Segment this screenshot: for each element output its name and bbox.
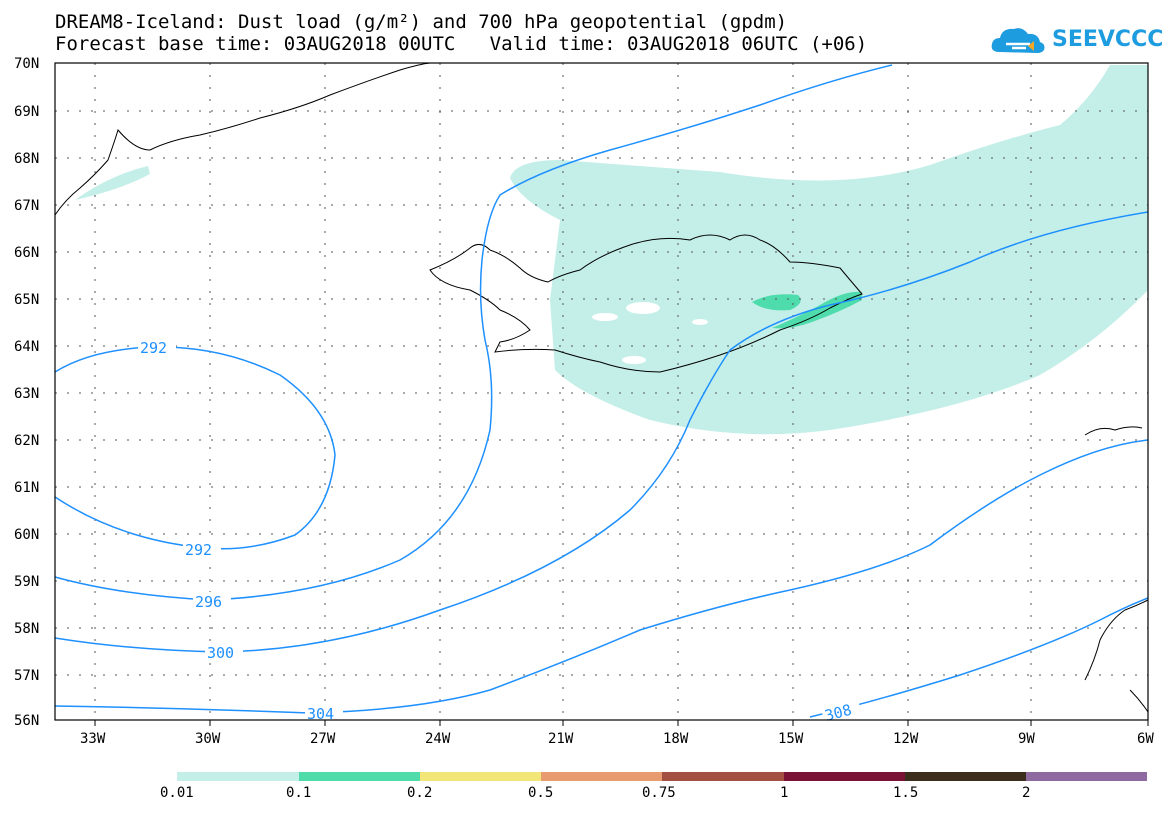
lon-label: 21W bbox=[548, 731, 574, 747]
lon-label: 24W bbox=[425, 731, 451, 747]
lat-label: 66N bbox=[14, 245, 39, 261]
faroe-coast bbox=[1084, 426, 1143, 436]
contour-label: 308 bbox=[823, 701, 854, 725]
lat-label: 61N bbox=[14, 480, 39, 496]
lon-label: 30W bbox=[195, 731, 221, 747]
lat-label: 60N bbox=[14, 527, 39, 543]
colorbar-segment bbox=[177, 772, 299, 781]
latitude-labels: 70N 69N 68N 67N 66N 65N 64N 63N 62N 61N … bbox=[14, 56, 39, 729]
contour-300 bbox=[54, 211, 1149, 653]
coastlines bbox=[54, 62, 1149, 713]
contour-label: 292 bbox=[185, 541, 212, 559]
greenland-coast bbox=[54, 62, 431, 216]
lat-label: 58N bbox=[14, 621, 39, 637]
colorbar-label: 0.5 bbox=[528, 785, 554, 801]
iceland-coast bbox=[429, 234, 863, 373]
colorbar-segment bbox=[299, 772, 420, 781]
lat-label: 70N bbox=[14, 56, 39, 72]
lat-label: 57N bbox=[14, 668, 39, 684]
lon-label: 18W bbox=[663, 731, 689, 747]
logo-text: SEEVCCC bbox=[1052, 27, 1164, 52]
lon-label: 9W bbox=[1018, 731, 1035, 747]
lat-label: 65N bbox=[14, 292, 39, 308]
lon-label: 6W bbox=[1137, 731, 1154, 747]
grid-lines bbox=[55, 63, 1148, 720]
colorbar-label: 0.01 bbox=[160, 785, 194, 801]
map-title: DREAM8-Iceland: Dust load (g/m²) and 700… bbox=[55, 11, 788, 33]
lon-label: 33W bbox=[80, 731, 106, 747]
lon-label: 15W bbox=[778, 731, 804, 747]
lat-label: 62N bbox=[14, 433, 39, 449]
map-subtitle: Forecast base time: 03AUG2018 00UTC Vali… bbox=[55, 33, 868, 55]
colorbar-label: 1.5 bbox=[893, 785, 919, 801]
longitude-labels: 33W 30W 27W 24W 21W 18W 15W 12W 9W 6W bbox=[80, 731, 1154, 747]
colorbar-label: 2 bbox=[1022, 785, 1031, 801]
colorbar-segment bbox=[784, 772, 905, 781]
contour-label: 292 bbox=[140, 339, 167, 357]
contour-label: 296 bbox=[195, 593, 222, 611]
lon-label: 27W bbox=[310, 731, 336, 747]
scotland-coast bbox=[1084, 599, 1149, 713]
lat-label: 59N bbox=[14, 574, 39, 590]
colorbar-segment bbox=[541, 772, 662, 781]
colorbar bbox=[177, 772, 1147, 781]
colorbar-label: 0.75 bbox=[642, 785, 676, 801]
lat-label: 68N bbox=[14, 151, 39, 167]
contour-label: 300 bbox=[207, 644, 234, 662]
contour-label-group: 292 292 296 300 304 308 bbox=[138, 338, 862, 725]
lat-label: 56N bbox=[14, 713, 39, 729]
colorbar-segment bbox=[905, 772, 1026, 781]
colorbar-segment bbox=[662, 772, 784, 781]
colorbar-label: 0.1 bbox=[286, 785, 312, 801]
dust-area-low bbox=[75, 65, 1148, 435]
colorbar-label: 0.2 bbox=[407, 785, 433, 801]
contour-308 bbox=[809, 597, 1149, 718]
cloud-logo-icon bbox=[991, 28, 1045, 53]
dust-gaps bbox=[592, 302, 708, 364]
colorbar-segment bbox=[1026, 772, 1147, 781]
map-frame bbox=[54, 62, 1149, 721]
dust-area-mid bbox=[752, 291, 862, 329]
contour-292 bbox=[54, 346, 336, 550]
lat-label: 69N bbox=[14, 104, 39, 120]
map-canvas: 292 292 296 300 304 308 70N 69N 68N 67N … bbox=[14, 56, 1154, 747]
lon-label: 12W bbox=[893, 731, 919, 747]
colorbar-segment bbox=[420, 772, 541, 781]
axis-ticks bbox=[94, 720, 1149, 726]
lat-label: 64N bbox=[14, 339, 39, 355]
lat-label: 63N bbox=[14, 386, 39, 402]
colorbar-label: 1 bbox=[780, 785, 789, 801]
contour-304 bbox=[54, 439, 1149, 714]
lat-label: 67N bbox=[14, 198, 39, 214]
contour-label: 304 bbox=[307, 705, 334, 723]
contour-296 bbox=[54, 64, 893, 601]
